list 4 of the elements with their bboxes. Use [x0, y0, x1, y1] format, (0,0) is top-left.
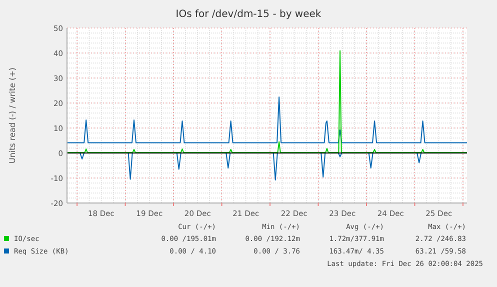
y-axis-title: Units read (-) / write (+)	[8, 67, 17, 164]
line-series	[66, 96, 468, 144]
chart-title: IOs for /dev/dm-15 - by week	[176, 9, 322, 20]
line-series	[66, 50, 468, 153]
